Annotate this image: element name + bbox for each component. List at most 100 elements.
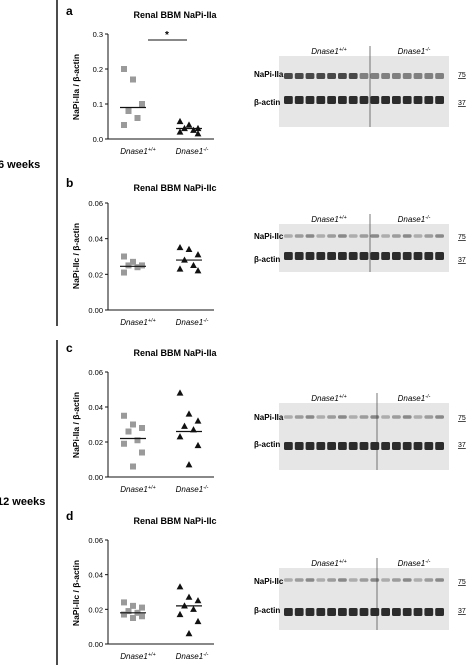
blot-band-d-0-11: [402, 578, 412, 582]
x-category-wt-c-text: Dnase1: [120, 485, 148, 494]
data-point-wt-a-2: [139, 101, 145, 107]
blot-band-a-1-11: [402, 96, 412, 104]
blot-band-d-0-10: [392, 578, 401, 582]
blot-band-b-0-4: [327, 234, 336, 238]
y-axis-label-a: NaPi-IIa / β-actin: [71, 54, 81, 120]
blot-band-b-0-12: [413, 234, 423, 238]
blot-band-d-0-7: [359, 578, 369, 582]
blot-group-ko-c: Dnase1-/-: [398, 394, 431, 403]
data-point-wt-d-6: [139, 613, 145, 620]
data-point-wt-b-3: [125, 262, 132, 269]
x-category-ko-c: Dnase1-/-: [176, 485, 209, 494]
blot-band-c-1-9: [381, 442, 390, 450]
data-point-ko-b-2: [194, 251, 202, 258]
blot-band-c-0-12: [413, 415, 423, 419]
blot-band-b-0-2: [305, 234, 315, 238]
blot-band-a-1-4: [327, 96, 336, 104]
data-point-wt-c-1: [130, 421, 136, 428]
blot-band-c-1-2: [305, 442, 315, 450]
blot-marker-d-1: 37: [458, 608, 466, 615]
blot-band-a-1-2: [305, 96, 315, 104]
data-point-ko-b-4: [190, 261, 197, 269]
blot-membrane-c: [279, 403, 449, 470]
blot-group-wt-b: Dnase1+/+: [311, 215, 347, 224]
x-category-wt-d: Dnase1+/+: [120, 652, 156, 661]
blot-band-d-1-6: [348, 608, 358, 616]
blot-marker-a-0: 75: [458, 72, 466, 79]
blot-group-wt-a-text: Dnase1: [311, 47, 339, 56]
blot-band-a-1-9: [381, 96, 390, 104]
blot-band-c-1-1: [294, 442, 304, 450]
blot-group-wt-b-superscript: +/+: [339, 215, 348, 221]
blot-band-b-1-6: [348, 252, 358, 260]
blot-band-c-0-2: [305, 415, 315, 419]
data-point-wt-b-4: [134, 264, 141, 271]
blot-band-b-0-13: [424, 234, 434, 238]
data-point-ko-a-5: [176, 128, 184, 135]
blot-band-a-0-2: [305, 73, 315, 79]
blot-band-d-1-10: [392, 608, 401, 616]
blot-band-c-1-3: [316, 442, 326, 450]
blot-band-d-1-7: [359, 608, 369, 616]
blot-band-a-1-5: [338, 96, 347, 104]
blot-band-a-0-10: [392, 73, 401, 79]
blot-band-d-1-2: [305, 608, 315, 616]
blot-band-b-0-8: [370, 234, 380, 238]
data-point-wt-a-3: [125, 108, 132, 114]
blot-row-label-b-0: NaPi-IIc: [254, 232, 284, 241]
data-point-wt-a-1: [130, 76, 136, 83]
blot-band-c-0-9: [381, 415, 390, 419]
blot-band-a-1-12: [413, 96, 423, 104]
blot-band-a-1-7: [359, 96, 369, 104]
blot-band-b-1-9: [381, 252, 390, 260]
blot-row-label-b-1: β-actin: [254, 255, 280, 264]
blot-group-wt-a-superscript: +/+: [339, 47, 348, 53]
data-point-wt-c-6: [139, 449, 145, 456]
y-axis-label-c: NaPi-IIa / β-actin: [71, 392, 81, 458]
data-point-ko-a-4: [190, 126, 197, 133]
panel-letter-a: a: [66, 4, 73, 18]
blot-band-a-1-8: [370, 96, 380, 104]
panel-letter-d: d: [66, 509, 73, 523]
blot-band-d-0-14: [435, 578, 444, 582]
blot-band-c-1-12: [413, 442, 423, 450]
data-point-wt-b-0: [121, 253, 127, 260]
blot-band-b-1-8: [370, 252, 380, 260]
blot-band-b-0-9: [381, 234, 390, 238]
blot-band-c-0-7: [359, 415, 369, 419]
blot-band-b-0-3: [316, 234, 326, 238]
blot-group-ko-b-superscript: -/-: [425, 215, 430, 221]
y-tick-label-c-1: 0.02: [88, 438, 103, 447]
blot-band-b-1-11: [402, 252, 412, 260]
blot-band-b-1-7: [359, 252, 369, 260]
blot-band-d-0-5: [338, 578, 347, 582]
blot-band-b-0-10: [392, 234, 401, 238]
blot-band-c-0-11: [402, 415, 412, 419]
data-point-wt-b-5: [121, 269, 127, 276]
time-label-12-weeks: 12 weeks: [0, 496, 45, 508]
data-point-ko-c-4: [190, 426, 197, 433]
data-point-ko-d-5: [176, 610, 184, 618]
blot-group-ko-d-text: Dnase1: [398, 559, 426, 568]
data-point-wt-b-2: [139, 262, 145, 269]
blot-group-wt-c-text: Dnase1: [311, 394, 339, 403]
blot-group-wt-d: Dnase1+/+: [311, 559, 347, 568]
blot-band-d-1-5: [338, 608, 347, 616]
blot-band-c-1-0: [284, 442, 293, 450]
y-tick-label-b-2: 0.04: [88, 235, 103, 244]
blot-marker-c-0: 75: [458, 415, 466, 422]
y-tick-label-d-0: 0.00: [88, 640, 103, 649]
blot-band-d-0-9: [381, 578, 390, 582]
data-point-ko-c-5: [176, 433, 184, 440]
y-tick-label-d-3: 0.06: [88, 536, 103, 545]
y-tick-label-a-2: 0.2: [93, 65, 103, 74]
blot-band-d-0-1: [294, 578, 304, 582]
x-category-ko-c-superscript: -/-: [203, 485, 208, 491]
y-tick-label-a-3: 0.3: [93, 30, 103, 39]
blot-band-b-0-11: [402, 234, 412, 238]
blot-group-ko-b-text: Dnase1: [398, 215, 426, 224]
blot-band-c-1-10: [392, 442, 401, 450]
blot-group-wt-a: Dnase1+/+: [311, 47, 347, 56]
data-point-wt-a-4: [134, 115, 141, 121]
data-point-ko-a-0: [176, 117, 184, 125]
